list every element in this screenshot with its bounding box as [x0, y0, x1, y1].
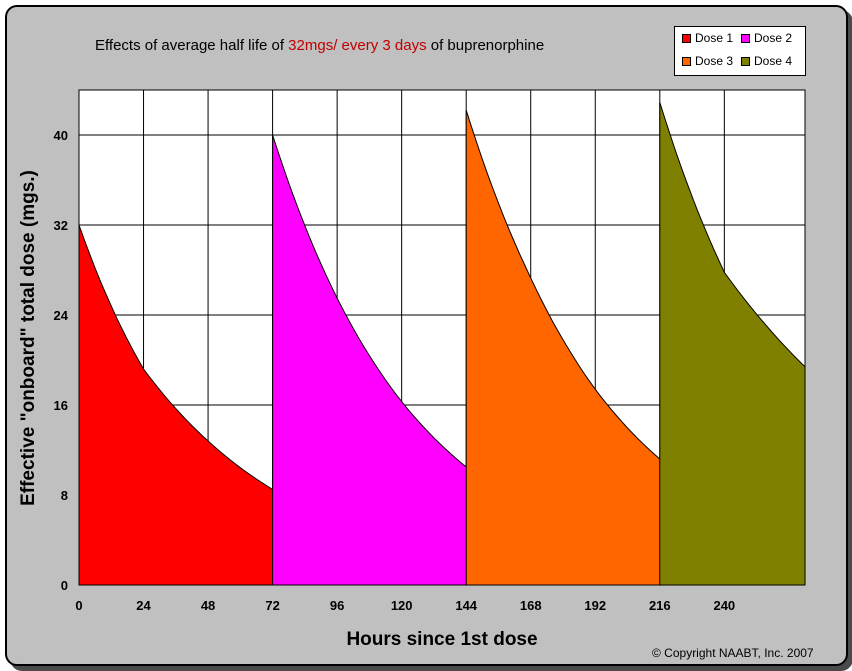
y-tick-label: 8	[61, 488, 68, 503]
y-axis-label: Effective "onboard" total dose (mgs.)	[18, 170, 39, 506]
legend-item-dose-4: Dose 4	[741, 54, 792, 68]
title-part-1: Effects of average half life of	[95, 37, 289, 54]
title-part-3: of buprenorphine	[426, 37, 545, 54]
x-tick-label: 120	[391, 598, 413, 613]
legend-swatch	[682, 56, 691, 66]
y-tick-label: 32	[54, 218, 68, 233]
y-tick-labels: 0 8 16 24 32 40	[54, 128, 69, 593]
x-tick-label: 216	[649, 598, 671, 613]
x-tick-label: 0	[75, 598, 82, 613]
chart-title: Effects of average half life of 32mgs/ e…	[95, 37, 544, 54]
x-axis-label: Hours since 1st dose	[346, 629, 537, 650]
y-tick-label: 16	[54, 398, 68, 413]
x-tick-label: 72	[265, 598, 279, 613]
legend-label: Dose 4	[754, 54, 793, 68]
legend-label: Dose 2	[754, 31, 793, 45]
y-tick-label: 0	[61, 578, 68, 593]
x-tick-label: 48	[201, 598, 215, 613]
x-tick-label: 24	[136, 598, 151, 613]
legend-item-dose-3: Dose 3	[682, 54, 733, 68]
series-area-dose-4	[659, 102, 806, 586]
legend-label: Dose 3	[695, 54, 734, 68]
x-tick-label: 96	[330, 598, 344, 613]
legend: Dose 1 Dose 2 Dose 3 Dose 4	[674, 26, 806, 76]
legend-item-dose-1: Dose 1	[682, 31, 733, 45]
x-tick-label: 192	[584, 598, 606, 613]
copyright-text: © Copyright NAABT, Inc. 2007	[652, 646, 814, 660]
legend-swatch	[682, 33, 691, 43]
legend-label: Dose 1	[695, 31, 734, 45]
x-tick-label: 240	[713, 598, 735, 613]
legend-swatch	[741, 33, 750, 43]
title-highlight: 32mgs/ every 3 days	[288, 37, 427, 54]
series-areas	[78, 102, 806, 586]
x-tick-label: 144	[455, 598, 477, 613]
legend-item-dose-2: Dose 2	[741, 31, 792, 45]
x-tick-label: 168	[520, 598, 542, 613]
legend-swatch	[741, 56, 750, 66]
y-tick-label: 40	[54, 128, 68, 143]
y-tick-label: 24	[54, 308, 69, 323]
x-tick-labels: 0 24 48 72 96 120 144 168 192 216 240	[75, 598, 735, 613]
